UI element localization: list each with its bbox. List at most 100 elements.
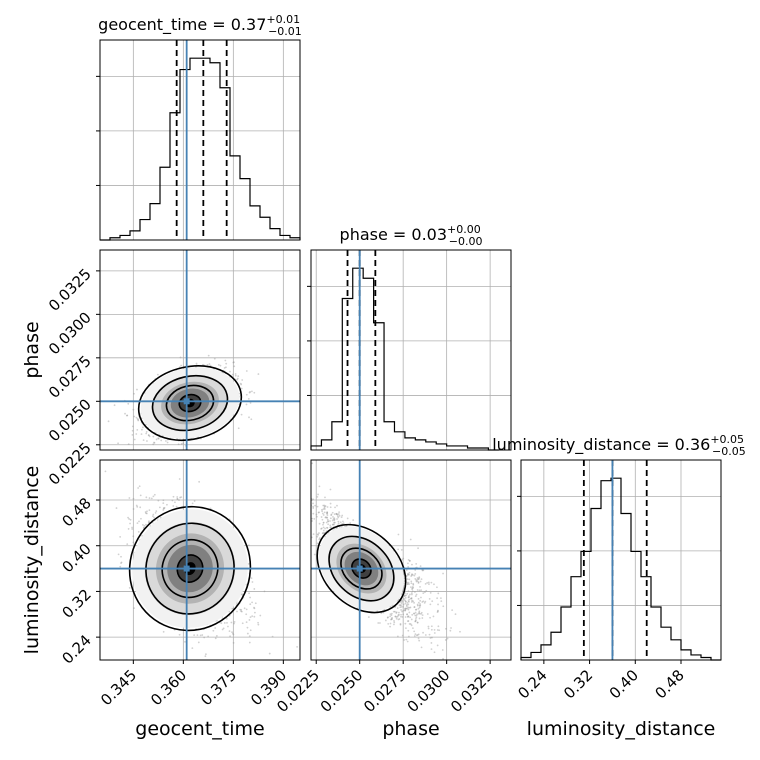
scatter-point — [236, 610, 238, 613]
scatter-point — [417, 607, 420, 610]
scatter-point — [162, 507, 165, 510]
contour-line — [151, 374, 229, 432]
scatter-point — [135, 433, 138, 435]
scatter-point — [137, 530, 140, 533]
scatter-point — [126, 414, 129, 417]
scatter-point — [139, 494, 142, 497]
scatter-point — [417, 582, 420, 584]
scatter-point — [146, 510, 148, 513]
scatter-point — [330, 514, 333, 517]
scatter-point — [323, 511, 326, 514]
scatter-point — [440, 600, 443, 603]
scatter-point — [231, 632, 234, 635]
scatter-point — [136, 417, 139, 420]
scatter-point — [322, 529, 325, 532]
hist-panel-luminosity_distance: luminosity_distance = 0.36+0.05 −0.05 — [492, 433, 746, 661]
scatter-point — [131, 425, 134, 428]
scatter-point — [246, 626, 249, 629]
scatter-point — [424, 582, 427, 585]
scatter-point — [140, 452, 142, 454]
scatter-point — [389, 615, 391, 618]
scatter-point — [223, 367, 226, 369]
title-upper-error: +0.05 — [710, 433, 744, 446]
scatter-point — [162, 507, 165, 509]
scatter-point — [229, 635, 231, 638]
scatter-point — [180, 364, 183, 367]
scatter-point — [409, 616, 411, 619]
scatter-point — [411, 590, 414, 593]
scatter-point — [243, 607, 246, 610]
scatter-point — [339, 521, 342, 524]
scatter-point — [204, 655, 207, 658]
scatter-point — [418, 604, 421, 607]
title-upper-error: +0.01 — [266, 13, 300, 26]
scatter-point — [342, 522, 345, 525]
scatter-point — [248, 641, 251, 644]
scatter-point — [406, 607, 409, 610]
scatter-point — [224, 359, 227, 362]
scatter-point — [429, 603, 432, 606]
scatter-point — [331, 523, 334, 526]
scatter-point — [312, 498, 314, 501]
scatter-point — [132, 508, 135, 510]
scatter-point — [306, 496, 308, 498]
scatter-point — [259, 614, 262, 617]
scatter-point — [127, 402, 130, 405]
scatter-point — [326, 527, 329, 529]
scatter-point — [247, 563, 250, 565]
scatter-point — [120, 561, 123, 564]
scatter-point — [349, 522, 352, 524]
scatter-point — [416, 661, 418, 663]
scatter-point — [232, 641, 235, 644]
scatter-point — [407, 615, 409, 618]
scatter-point — [144, 511, 147, 513]
scatter-point — [421, 569, 424, 572]
scatter-point — [253, 391, 256, 394]
scatter-point — [222, 627, 225, 630]
scatter-point — [323, 504, 326, 507]
scatter-point — [417, 637, 420, 640]
scatter-point — [407, 573, 410, 575]
scatter-point — [393, 619, 395, 622]
scatter-point — [128, 586, 131, 589]
scatter-point — [327, 523, 330, 526]
title-upper-error: +0.00 — [447, 223, 481, 236]
scatter-point — [410, 597, 413, 599]
scatter-point — [154, 511, 157, 514]
scatter-point — [231, 607, 234, 610]
scatter-point — [419, 599, 422, 602]
scatter-point — [422, 669, 424, 671]
scatter-point — [424, 600, 427, 603]
scatter-point — [225, 617, 228, 620]
scatter-point — [333, 523, 335, 526]
scatter-point — [390, 618, 392, 621]
scatter-point — [295, 506, 297, 508]
hist-panel-phase: phase = 0.03+0.00 −0.00 — [307, 223, 512, 451]
scatter-point — [409, 597, 412, 600]
scatter-point — [414, 595, 417, 598]
scatter-point — [413, 606, 416, 609]
scatter-point — [135, 504, 138, 507]
scatter-point — [418, 610, 421, 613]
scatter-point — [417, 547, 419, 550]
scatter-point — [326, 514, 329, 516]
scatter-point — [340, 516, 343, 519]
scatter-point — [413, 606, 416, 608]
scatter-point — [257, 621, 259, 624]
scatter-point — [407, 620, 410, 622]
scatter-point — [400, 613, 402, 616]
scatter-point — [142, 439, 145, 441]
scatter-point — [146, 440, 148, 442]
scatter-point — [408, 595, 410, 597]
scatter-point — [331, 519, 334, 522]
scatter-point — [152, 435, 155, 438]
scatter-point — [324, 527, 326, 530]
scatter-point — [395, 612, 398, 614]
panel-frame — [99, 249, 301, 451]
scatter-point — [145, 430, 148, 433]
histogram-phase — [310, 267, 499, 451]
scatter-point — [405, 638, 408, 641]
contour-line — [176, 554, 204, 583]
scatter-point — [139, 506, 142, 509]
scatter-point — [408, 596, 410, 599]
